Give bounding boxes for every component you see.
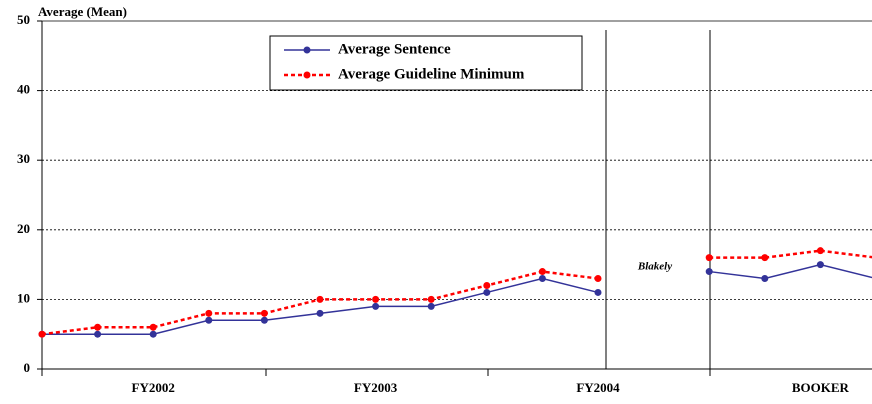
legend-marker <box>303 46 311 54</box>
series-point <box>149 330 157 338</box>
series-point <box>372 295 380 303</box>
series-point <box>372 302 380 310</box>
series-point <box>94 330 102 338</box>
series-point <box>427 295 435 303</box>
y-tick-label: 40 <box>17 82 30 97</box>
series-point <box>427 302 435 310</box>
series-point <box>260 309 268 317</box>
series-point <box>483 288 491 296</box>
y-tick-label: 50 <box>17 12 30 27</box>
series-point <box>260 316 268 324</box>
series-point <box>316 295 324 303</box>
series-point <box>316 309 324 317</box>
series-point <box>94 323 102 331</box>
series-point <box>205 309 213 317</box>
series-point <box>205 316 213 324</box>
y-tick-label: 20 <box>17 221 30 236</box>
y-tick-label: 0 <box>24 360 31 375</box>
series-point <box>816 247 824 255</box>
series-point <box>816 261 824 269</box>
x-tick-label: FY2003 <box>354 380 398 395</box>
series-point <box>538 268 546 276</box>
legend-label: Average Guideline Minimum <box>338 66 525 82</box>
series-point <box>761 275 769 283</box>
series-point <box>705 254 713 262</box>
series-point <box>761 254 769 262</box>
legend <box>269 35 583 91</box>
series-line <box>41 249 872 336</box>
y-tick-label: 10 <box>17 290 30 305</box>
series-point <box>149 323 157 331</box>
series-point <box>705 268 713 276</box>
legend-label: Average Sentence <box>338 41 451 57</box>
series-point <box>483 281 491 289</box>
series-point <box>594 275 602 283</box>
x-tick-label: FY2002 <box>132 380 175 395</box>
x-tick-label: BOOKER <box>792 380 850 395</box>
legend-marker <box>303 71 311 79</box>
annotation: Blakely <box>637 261 672 273</box>
series-point <box>594 288 602 296</box>
x-tick-label: FY2004 <box>576 380 620 395</box>
chart-title: Average (Mean) <box>38 4 127 19</box>
y-tick-label: 30 <box>17 151 30 166</box>
series-point <box>38 330 46 338</box>
series-point <box>538 275 546 283</box>
